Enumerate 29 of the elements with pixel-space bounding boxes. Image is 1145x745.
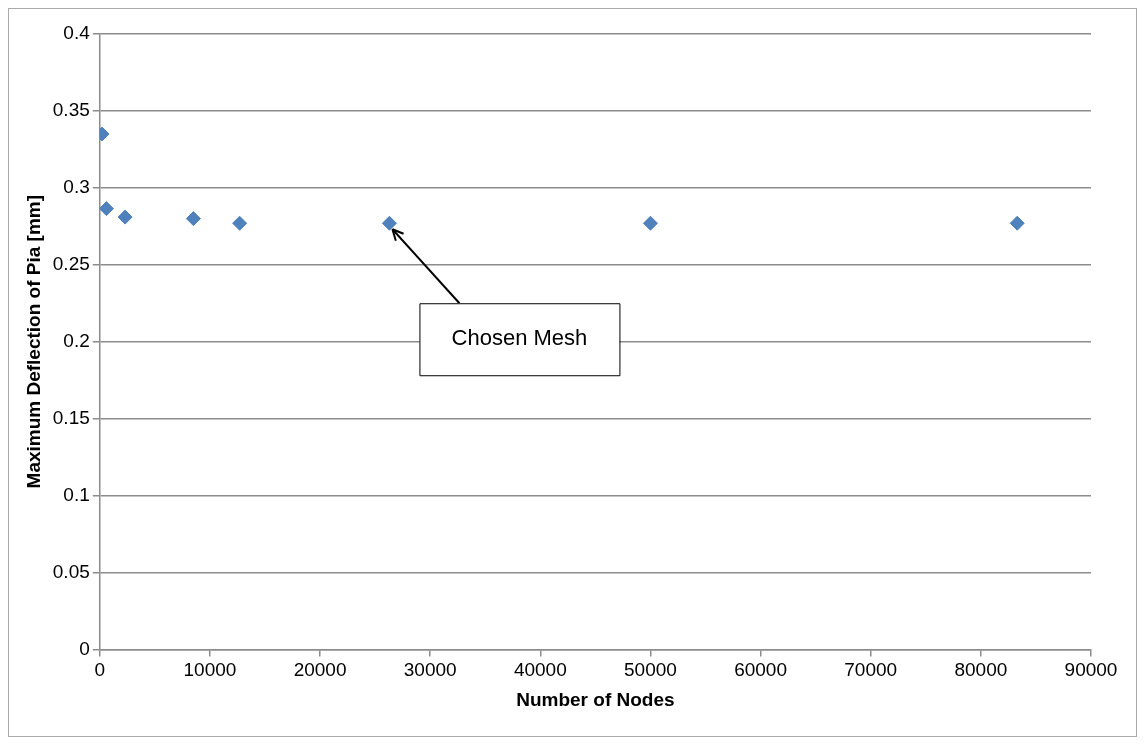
x-tick-label: 70000	[844, 659, 898, 681]
x-tick-label: 50000	[624, 659, 677, 681]
x-tick-label: 0	[94, 659, 106, 681]
x-tick-label: 60000	[734, 659, 788, 681]
point	[381, 215, 397, 231]
x-axis-title: Number of Nodes	[516, 688, 675, 710]
y-tick-label: 0.35	[52, 99, 90, 121]
point	[1009, 215, 1025, 231]
x-tick-label: 40000	[513, 659, 567, 681]
point	[99, 201, 114, 217]
x-tick-label: 80000	[954, 659, 1008, 681]
point	[642, 215, 658, 231]
y-tick-label: 0.3	[63, 176, 90, 198]
y-tick-label: 0.1	[63, 483, 90, 505]
y-axis-title: Maximum Deflection of Pia [mm]	[22, 194, 44, 489]
x-tick-label: 30000	[403, 659, 457, 681]
y-tick-label: 0.25	[52, 253, 90, 275]
point	[185, 211, 201, 227]
point	[117, 209, 133, 225]
y-tick-label: 0	[79, 637, 90, 659]
x-tick-label: 20000	[293, 659, 347, 681]
annotation: Chosen Mesh	[451, 325, 588, 351]
y-tick-label: 0.05	[52, 560, 90, 582]
y-tick-label: 0.2	[63, 329, 90, 351]
x-tick-label: 90000	[1064, 659, 1118, 681]
point	[232, 215, 248, 231]
x-tick-label: 10000	[183, 659, 237, 681]
y-tick-label: 0.4	[63, 22, 91, 44]
y-tick-label: 0.15	[52, 406, 90, 428]
